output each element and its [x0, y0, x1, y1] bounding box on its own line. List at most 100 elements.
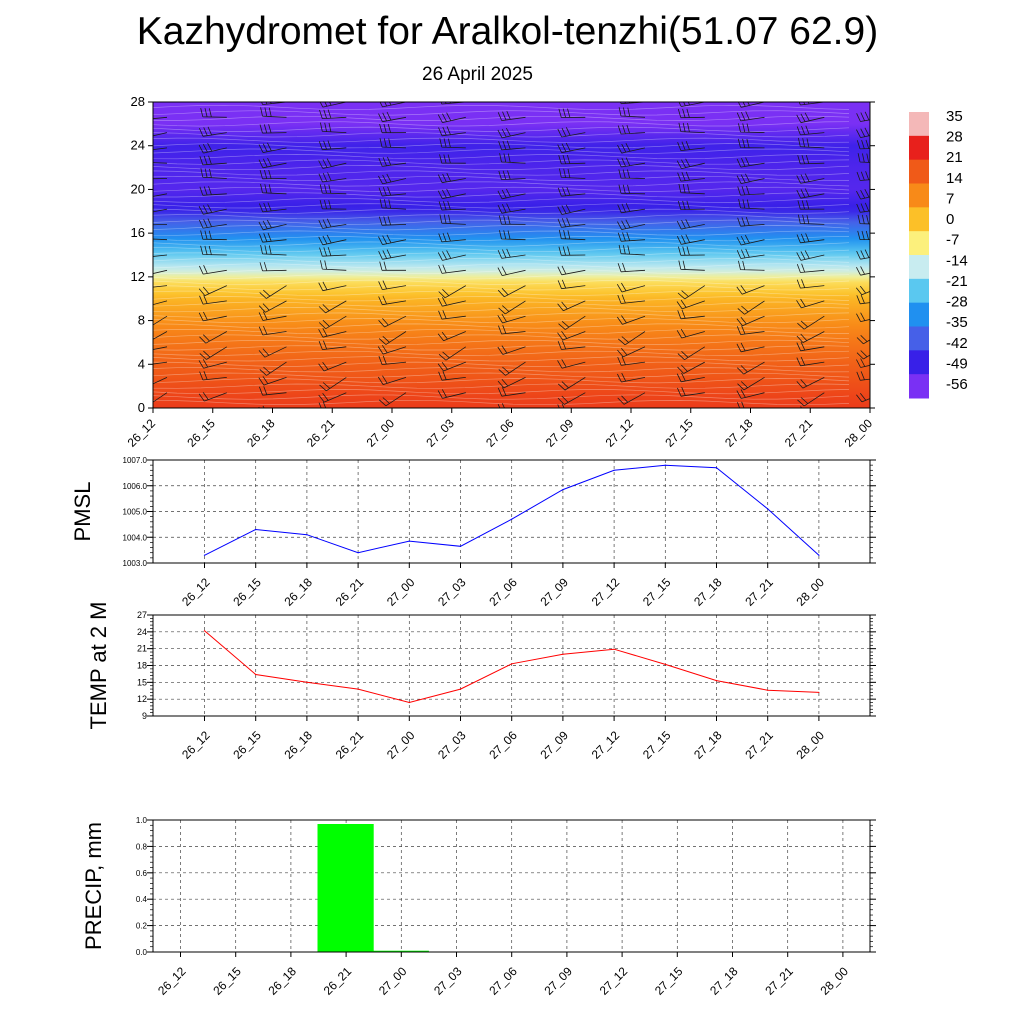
- colorbar-label: 7: [946, 190, 954, 207]
- xtick-label: 27_15: [640, 728, 674, 762]
- ytick-label: 0.0: [136, 948, 148, 957]
- contour-line: [153, 236, 850, 242]
- wind-barb: [258, 219, 287, 231]
- data-point: [715, 467, 718, 469]
- ytick-label: 15: [137, 677, 147, 687]
- heatmap-ytick-label: 28: [131, 94, 145, 109]
- ytick-label: 27: [137, 610, 147, 620]
- wind-barb: [439, 138, 466, 149]
- wind-barb: [736, 315, 765, 327]
- wind-barb: [616, 315, 646, 325]
- wind-barb: [617, 219, 646, 230]
- data-point: [408, 701, 410, 704]
- wind-barb: [259, 262, 287, 272]
- contour-line: [153, 257, 850, 264]
- contour-line: [153, 334, 850, 340]
- wind-barb: [199, 346, 228, 360]
- data-point: [818, 691, 820, 694]
- wind-barb: [497, 313, 526, 324]
- data-point: [562, 653, 564, 655]
- contour-line: [153, 290, 850, 296]
- wind-barb: [796, 112, 825, 124]
- heatmap-ytick-label: 4: [138, 356, 145, 371]
- wind-barb: [377, 344, 407, 355]
- xtick-label: 28_00: [794, 728, 828, 762]
- wind-barb: [677, 285, 706, 300]
- wind-barb: [797, 200, 825, 210]
- wind-barb: [678, 183, 705, 195]
- ytick-label: 1005.0: [123, 508, 148, 517]
- wind-barb: [738, 260, 765, 271]
- wind-barb: [677, 361, 705, 374]
- colorbar-label: -21: [946, 273, 968, 290]
- contour-line: [153, 378, 850, 384]
- contour-line: [153, 186, 850, 192]
- wind-barb: [199, 265, 227, 275]
- ytick-label: 1006.0: [123, 482, 148, 491]
- contour-line: [153, 372, 850, 378]
- wind-barb: [856, 350, 870, 360]
- wind-barb: [558, 108, 586, 118]
- wind-barb: [798, 102, 825, 106]
- wind-barb: [153, 300, 168, 306]
- data-point: [357, 688, 359, 690]
- wind-barb: [200, 168, 227, 179]
- wind-barb: [678, 260, 705, 271]
- wind-barb: [378, 234, 407, 245]
- wind-barb: [498, 140, 526, 151]
- wind-barb: [559, 168, 586, 179]
- contour-line: [153, 159, 850, 165]
- wind-barb: [856, 127, 870, 138]
- ytick-label: 1004.0: [123, 533, 148, 542]
- xtick-label: 27_15: [640, 575, 674, 609]
- wind-barb: [618, 169, 646, 179]
- wind-barb: [320, 122, 347, 133]
- colorbar-swatch: [909, 207, 929, 232]
- wind-barb: [437, 297, 466, 307]
- data-point: [255, 528, 257, 531]
- wind-barb: [737, 138, 765, 149]
- wind-barb: [557, 127, 586, 138]
- ytick-label: 18: [137, 661, 147, 671]
- wind-barb: [618, 184, 646, 195]
- xtick-label: 27_21: [762, 964, 796, 998]
- contour-line: [153, 219, 850, 225]
- wind-barb: [261, 102, 287, 105]
- ytick-label: 1.0: [136, 816, 148, 825]
- wind-barb: [678, 102, 705, 107]
- panel-frame: [152, 459, 871, 564]
- wind-barb: [199, 295, 227, 305]
- wind-barb: [437, 250, 466, 261]
- wind-barb: [318, 328, 347, 338]
- wind-barb: [258, 376, 287, 386]
- contour-line: [153, 225, 850, 231]
- xtick-label: 27_06: [486, 964, 520, 998]
- wind-barb: [617, 392, 646, 405]
- wind-barb: [319, 102, 347, 108]
- contour-line: [153, 246, 850, 253]
- wind-barb: [438, 371, 466, 381]
- temperature-field: [153, 102, 870, 408]
- wind-barb: [856, 312, 870, 322]
- wind-barb: [616, 282, 646, 293]
- heatmap-xtick-label: 26_18: [244, 416, 278, 450]
- data-point: [408, 540, 410, 542]
- contour-line: [153, 318, 850, 324]
- contour-line: [153, 230, 850, 236]
- wind-barb: [676, 234, 705, 245]
- wind-barb: [736, 157, 765, 168]
- wind-barb: [676, 158, 705, 169]
- data-point: [306, 681, 308, 683]
- contour-line: [153, 301, 850, 307]
- wind-barb: [378, 315, 407, 328]
- contour-line: [153, 175, 850, 182]
- wind-barb: [153, 361, 168, 365]
- wind-barb: [259, 232, 287, 243]
- wind-barb: [153, 346, 168, 350]
- data-point: [511, 663, 513, 665]
- precip-panel: 0.0 0.2 0.4 0.6 0.8 1.0 26_12 26_15 26_18 26_21 27…: [81, 816, 876, 998]
- xtick-label: 27_18: [707, 964, 741, 998]
- wind-barb: [796, 331, 825, 343]
- wind-barb: [199, 155, 227, 166]
